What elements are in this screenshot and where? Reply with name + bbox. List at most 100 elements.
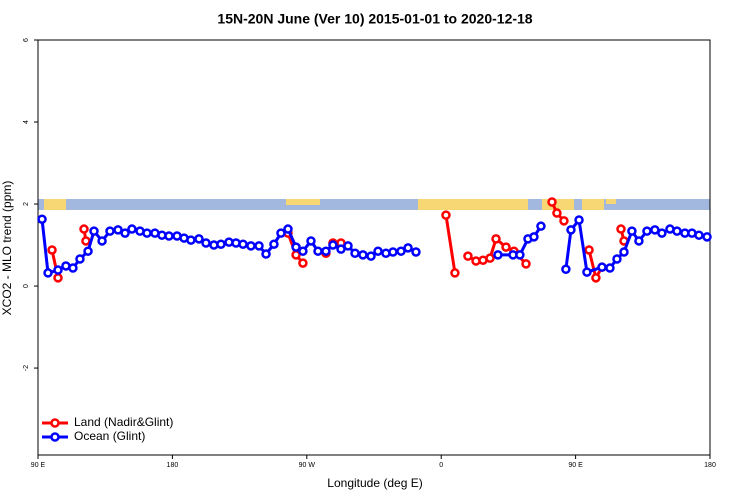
data-point [164, 231, 174, 241]
data-point [616, 224, 626, 234]
data-point [584, 245, 594, 255]
data-point [53, 265, 63, 275]
data-point [515, 250, 525, 260]
data-point [238, 239, 248, 249]
data-point [127, 224, 137, 234]
plot-frame [37, 39, 711, 456]
data-point [672, 226, 682, 236]
data-point [702, 232, 712, 242]
chart-title: 15N-20N June (Ver 10) 2015-01-01 to 2020… [217, 11, 532, 27]
legend-marker [50, 432, 60, 442]
y-tick-label: 0 [23, 284, 30, 288]
data-point [403, 243, 413, 253]
series-line [444, 214, 457, 274]
data-point [552, 208, 562, 218]
data-point [650, 225, 660, 235]
data-point [547, 197, 557, 207]
data-point [521, 259, 531, 269]
x-axis-label: Longitude (deg E) [327, 476, 422, 490]
data-point [298, 246, 308, 256]
data-point [246, 241, 256, 251]
data-point [291, 242, 301, 252]
data-point [43, 268, 53, 278]
land-strip [44, 199, 66, 210]
data-point [619, 247, 629, 257]
data-point [566, 225, 576, 235]
data-point [582, 267, 592, 277]
data-point [343, 241, 353, 251]
x-tick-label: 180 [167, 462, 179, 469]
data-point [261, 249, 271, 259]
data-point [501, 242, 511, 252]
data-point [642, 226, 652, 236]
data-point [298, 258, 308, 268]
data-point [350, 248, 360, 258]
x-tick-label: 90 E [31, 462, 46, 469]
data-point [68, 263, 78, 273]
data-point [591, 273, 601, 283]
data-point [113, 225, 123, 235]
data-point [388, 247, 398, 257]
data-point [194, 234, 204, 244]
data-point [306, 236, 316, 246]
data-point [79, 224, 89, 234]
land-strip [582, 199, 604, 210]
data-point [441, 210, 451, 220]
data-point [276, 228, 286, 238]
legend: Land (Nadir&Glint)Ocean (Glint) [42, 415, 173, 443]
data-point [358, 250, 368, 260]
data-point [105, 226, 115, 236]
data-point [373, 246, 383, 256]
data-point [491, 234, 501, 244]
data-point [120, 228, 130, 238]
x-tick-label: 90 E [568, 462, 583, 469]
data-point [574, 215, 584, 225]
data-point [53, 273, 63, 283]
ocean-strip [38, 199, 710, 210]
series [47, 197, 629, 283]
data-point [83, 246, 93, 256]
data-point [529, 232, 539, 242]
data-point [366, 251, 376, 261]
data-point [186, 235, 196, 245]
legend-marker [50, 418, 60, 428]
data-point [450, 268, 460, 278]
y-tick-label: -2 [23, 365, 30, 371]
data-point [328, 240, 338, 250]
legend-label: Ocean (Glint) [74, 429, 145, 443]
data-point [336, 244, 346, 254]
y-tick-label: 2 [23, 202, 30, 206]
land-strip [606, 199, 616, 204]
data-point [142, 228, 152, 238]
land-strip [286, 199, 320, 205]
data-point [559, 216, 569, 226]
map-strip [38, 199, 710, 210]
data-point [75, 254, 85, 264]
data-point [634, 236, 644, 246]
data-point [313, 246, 323, 256]
data-point [254, 241, 264, 251]
data-point [97, 236, 107, 246]
data-point [269, 239, 279, 249]
x-tick-label: 0 [439, 462, 443, 469]
x-tick-label: 180 [704, 462, 716, 469]
data-point [201, 238, 211, 248]
land-strip [542, 199, 574, 210]
series [37, 214, 712, 278]
data-point [627, 226, 637, 236]
data-point [89, 226, 99, 236]
data-point [493, 250, 503, 260]
data-point [283, 224, 293, 234]
legend-label: Land (Nadir&Glint) [74, 415, 173, 429]
y-axis-label: XCO2 - MLO trend (ppm) [0, 181, 14, 316]
data-point [411, 247, 421, 257]
data-point [321, 246, 331, 256]
data-point [81, 236, 91, 246]
y-tick-label: 6 [23, 38, 30, 42]
data-point [694, 230, 704, 240]
data-point [561, 264, 571, 274]
data-point [597, 262, 607, 272]
land-strip [418, 199, 528, 210]
data-point [612, 254, 622, 264]
